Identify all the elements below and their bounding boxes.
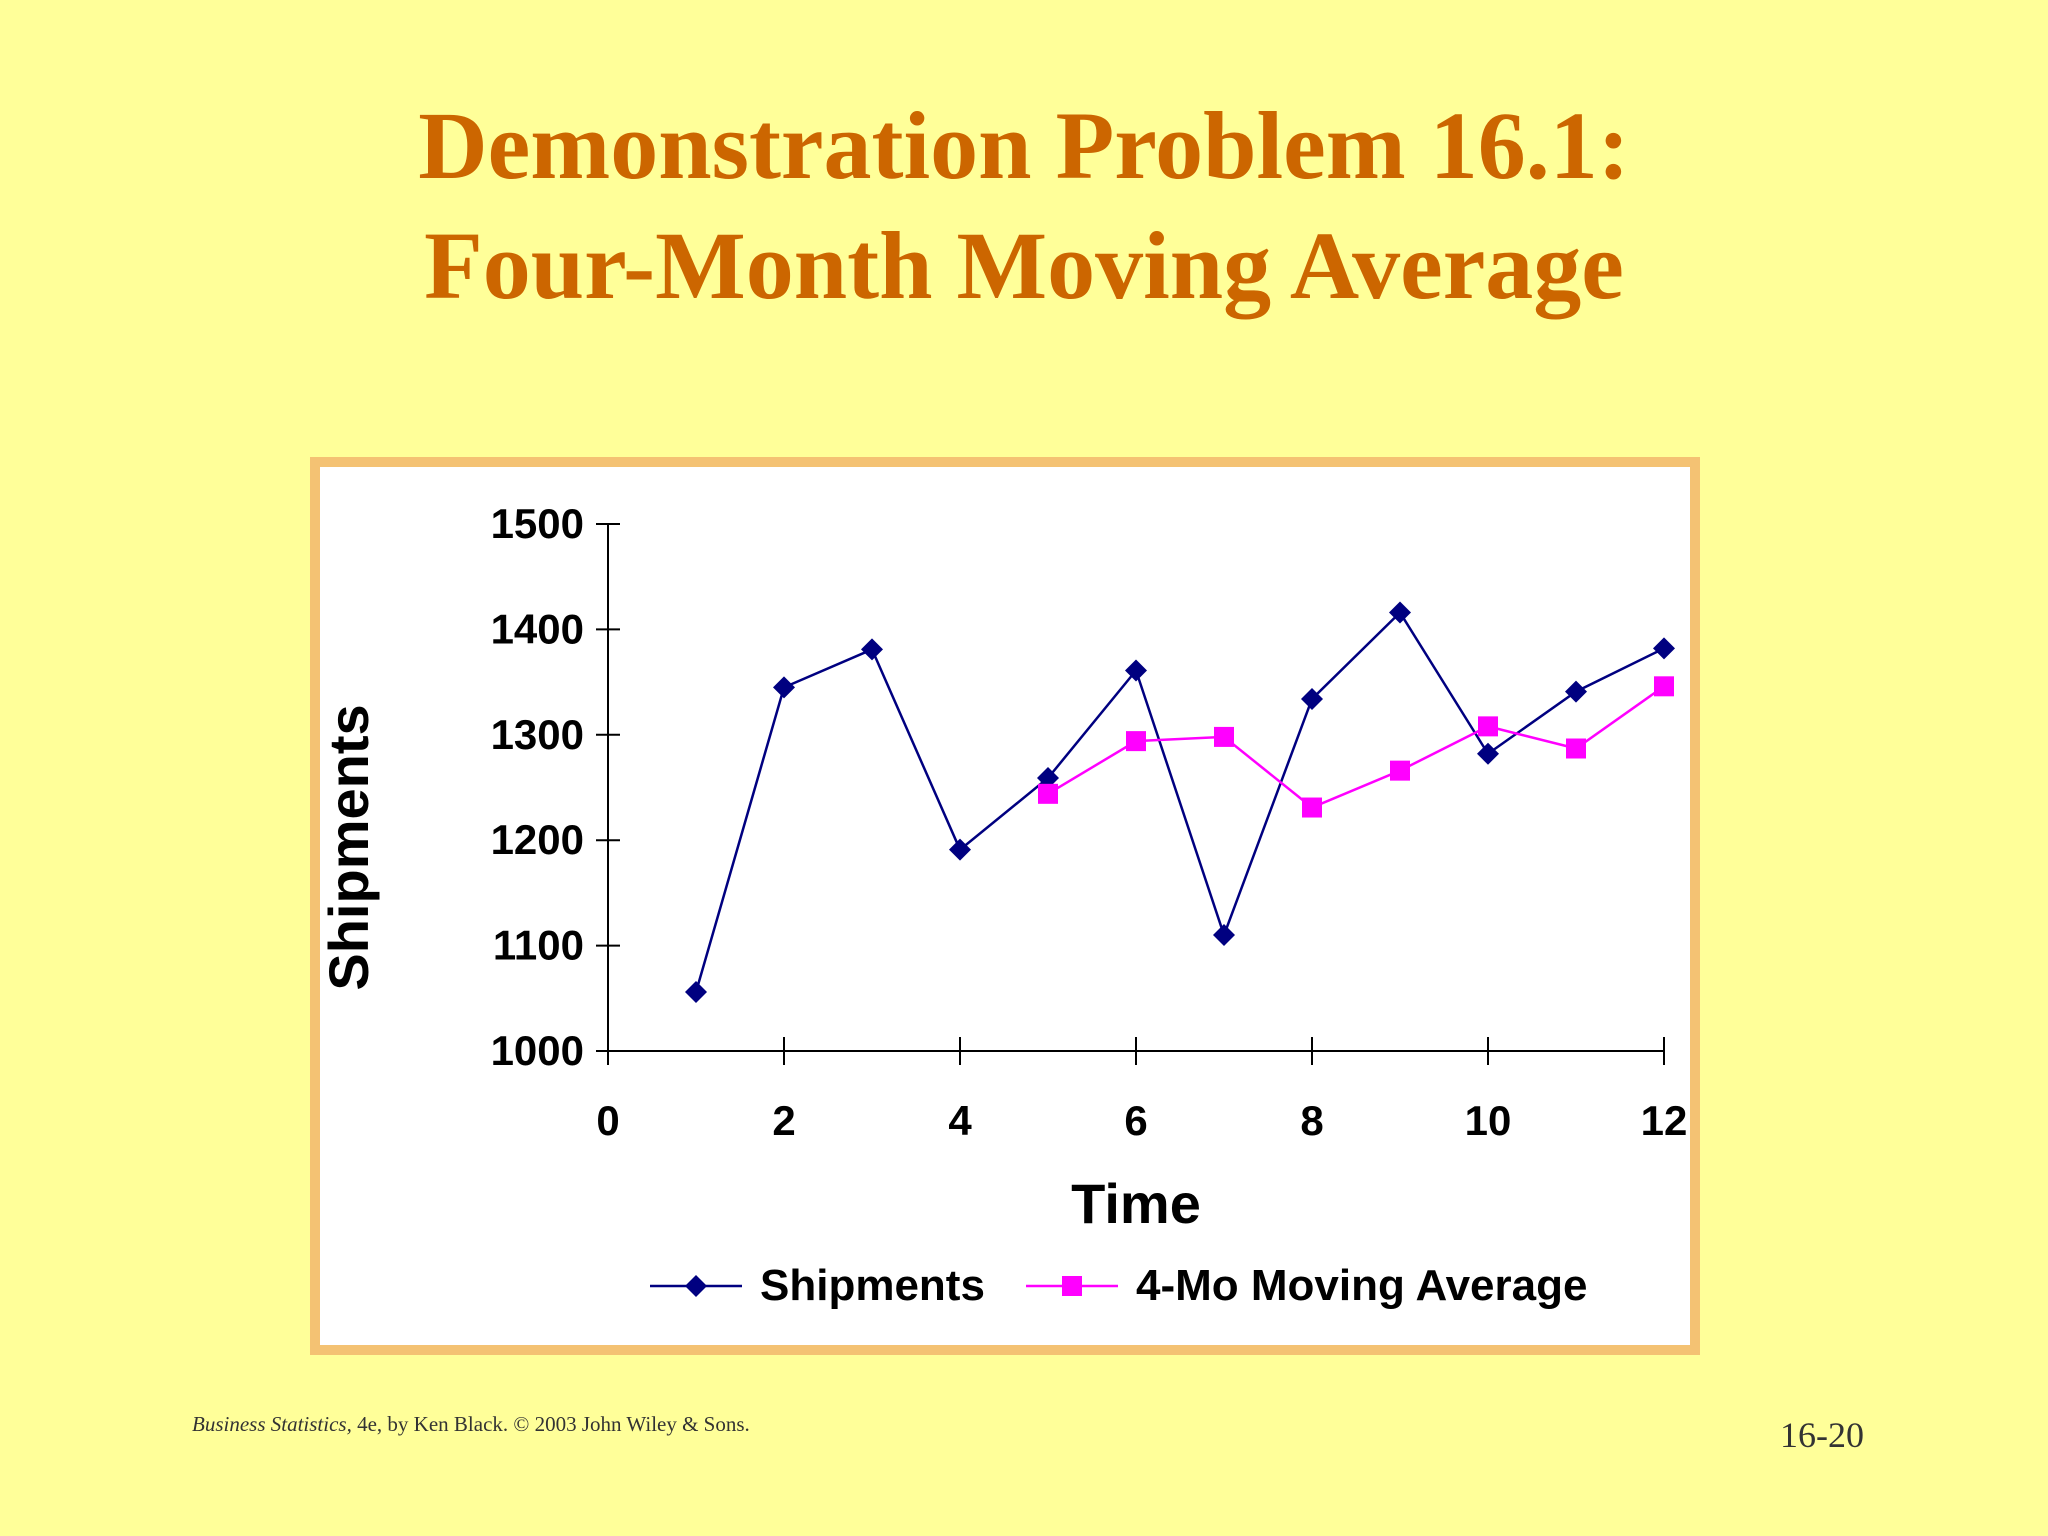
data-point-diamond <box>1037 767 1059 790</box>
y-tick-label: 1300 <box>491 711 584 758</box>
y-tick-label: 1400 <box>491 605 584 652</box>
data-point-square <box>1478 716 1498 737</box>
line-chart: 1000 1100 1200 1300 1400 1500 0 2 4 6 8 10 12 Time Shi… <box>320 500 1688 1310</box>
data-point-diamond <box>1125 659 1147 682</box>
legend-marker <box>1062 1276 1082 1296</box>
series-moving-average <box>1038 676 1674 818</box>
legend: Shipments 4-Mo Moving Average <box>650 1261 1587 1310</box>
y-tick-label: 1200 <box>491 816 584 863</box>
y-tick-label: 1100 <box>493 922 584 969</box>
x-tick-label: 0 <box>596 1097 619 1144</box>
series-line <box>1047 685 1665 809</box>
legend-label: 4-Mo Moving Average <box>1136 1261 1587 1310</box>
data-point-diamond <box>1565 680 1587 703</box>
legend-label: Shipments <box>760 1261 985 1310</box>
data-point-diamond <box>1301 687 1323 710</box>
data-point-square <box>1214 726 1234 747</box>
series-shipments <box>685 601 1675 1003</box>
y-tick-label: 1000 <box>491 1027 584 1074</box>
data-point-square <box>1038 783 1058 804</box>
data-point-square <box>1566 738 1586 759</box>
footer-credit-rest: 4e, by Ken Black. © 2003 John Wiley & So… <box>351 1412 750 1436</box>
chart-frame: 1000 1100 1200 1300 1400 1500 0 2 4 6 8 10 12 Time Shi… <box>310 457 1700 1355</box>
legend-marker <box>685 1275 707 1297</box>
y-axis-title: Shipments <box>320 704 380 990</box>
data-point-square <box>1302 797 1322 818</box>
data-point-diamond <box>861 638 883 661</box>
data-point-square <box>1654 676 1674 697</box>
x-axis-title: Time <box>1071 1172 1201 1235</box>
x-tick-label: 2 <box>772 1097 795 1144</box>
data-point-diamond <box>685 980 707 1003</box>
footer-credit: Business Statistics, 4e, by Ken Black. ©… <box>192 1412 750 1437</box>
data-point-diamond <box>1389 601 1411 624</box>
x-tick-label: 10 <box>1465 1097 1512 1144</box>
title-line-1: Demonstration Problem 16.1: <box>418 92 1630 199</box>
x-tick-label: 4 <box>948 1097 972 1144</box>
x-tick-label: 8 <box>1300 1097 1323 1144</box>
x-tick-label: 12 <box>1641 1097 1688 1144</box>
data-point-diamond <box>949 838 971 861</box>
slide-title: Demonstration Problem 16.1: Four-Month M… <box>0 86 2048 326</box>
y-tick-label: 1500 <box>491 500 584 547</box>
title-line-2: Four-Month Moving Average <box>424 212 1624 319</box>
data-point-diamond <box>1213 924 1235 947</box>
data-point-diamond <box>1653 637 1675 660</box>
x-tick-label: 6 <box>1124 1097 1147 1144</box>
data-point-diamond <box>773 676 795 699</box>
data-point-square <box>1390 760 1410 781</box>
slide-number: 16-20 <box>1780 1415 1864 1455</box>
data-point-diamond <box>1477 742 1499 765</box>
series-line <box>694 610 1665 993</box>
footer-book-title: Business Statistics, <box>192 1412 352 1436</box>
data-point-square <box>1126 731 1146 752</box>
